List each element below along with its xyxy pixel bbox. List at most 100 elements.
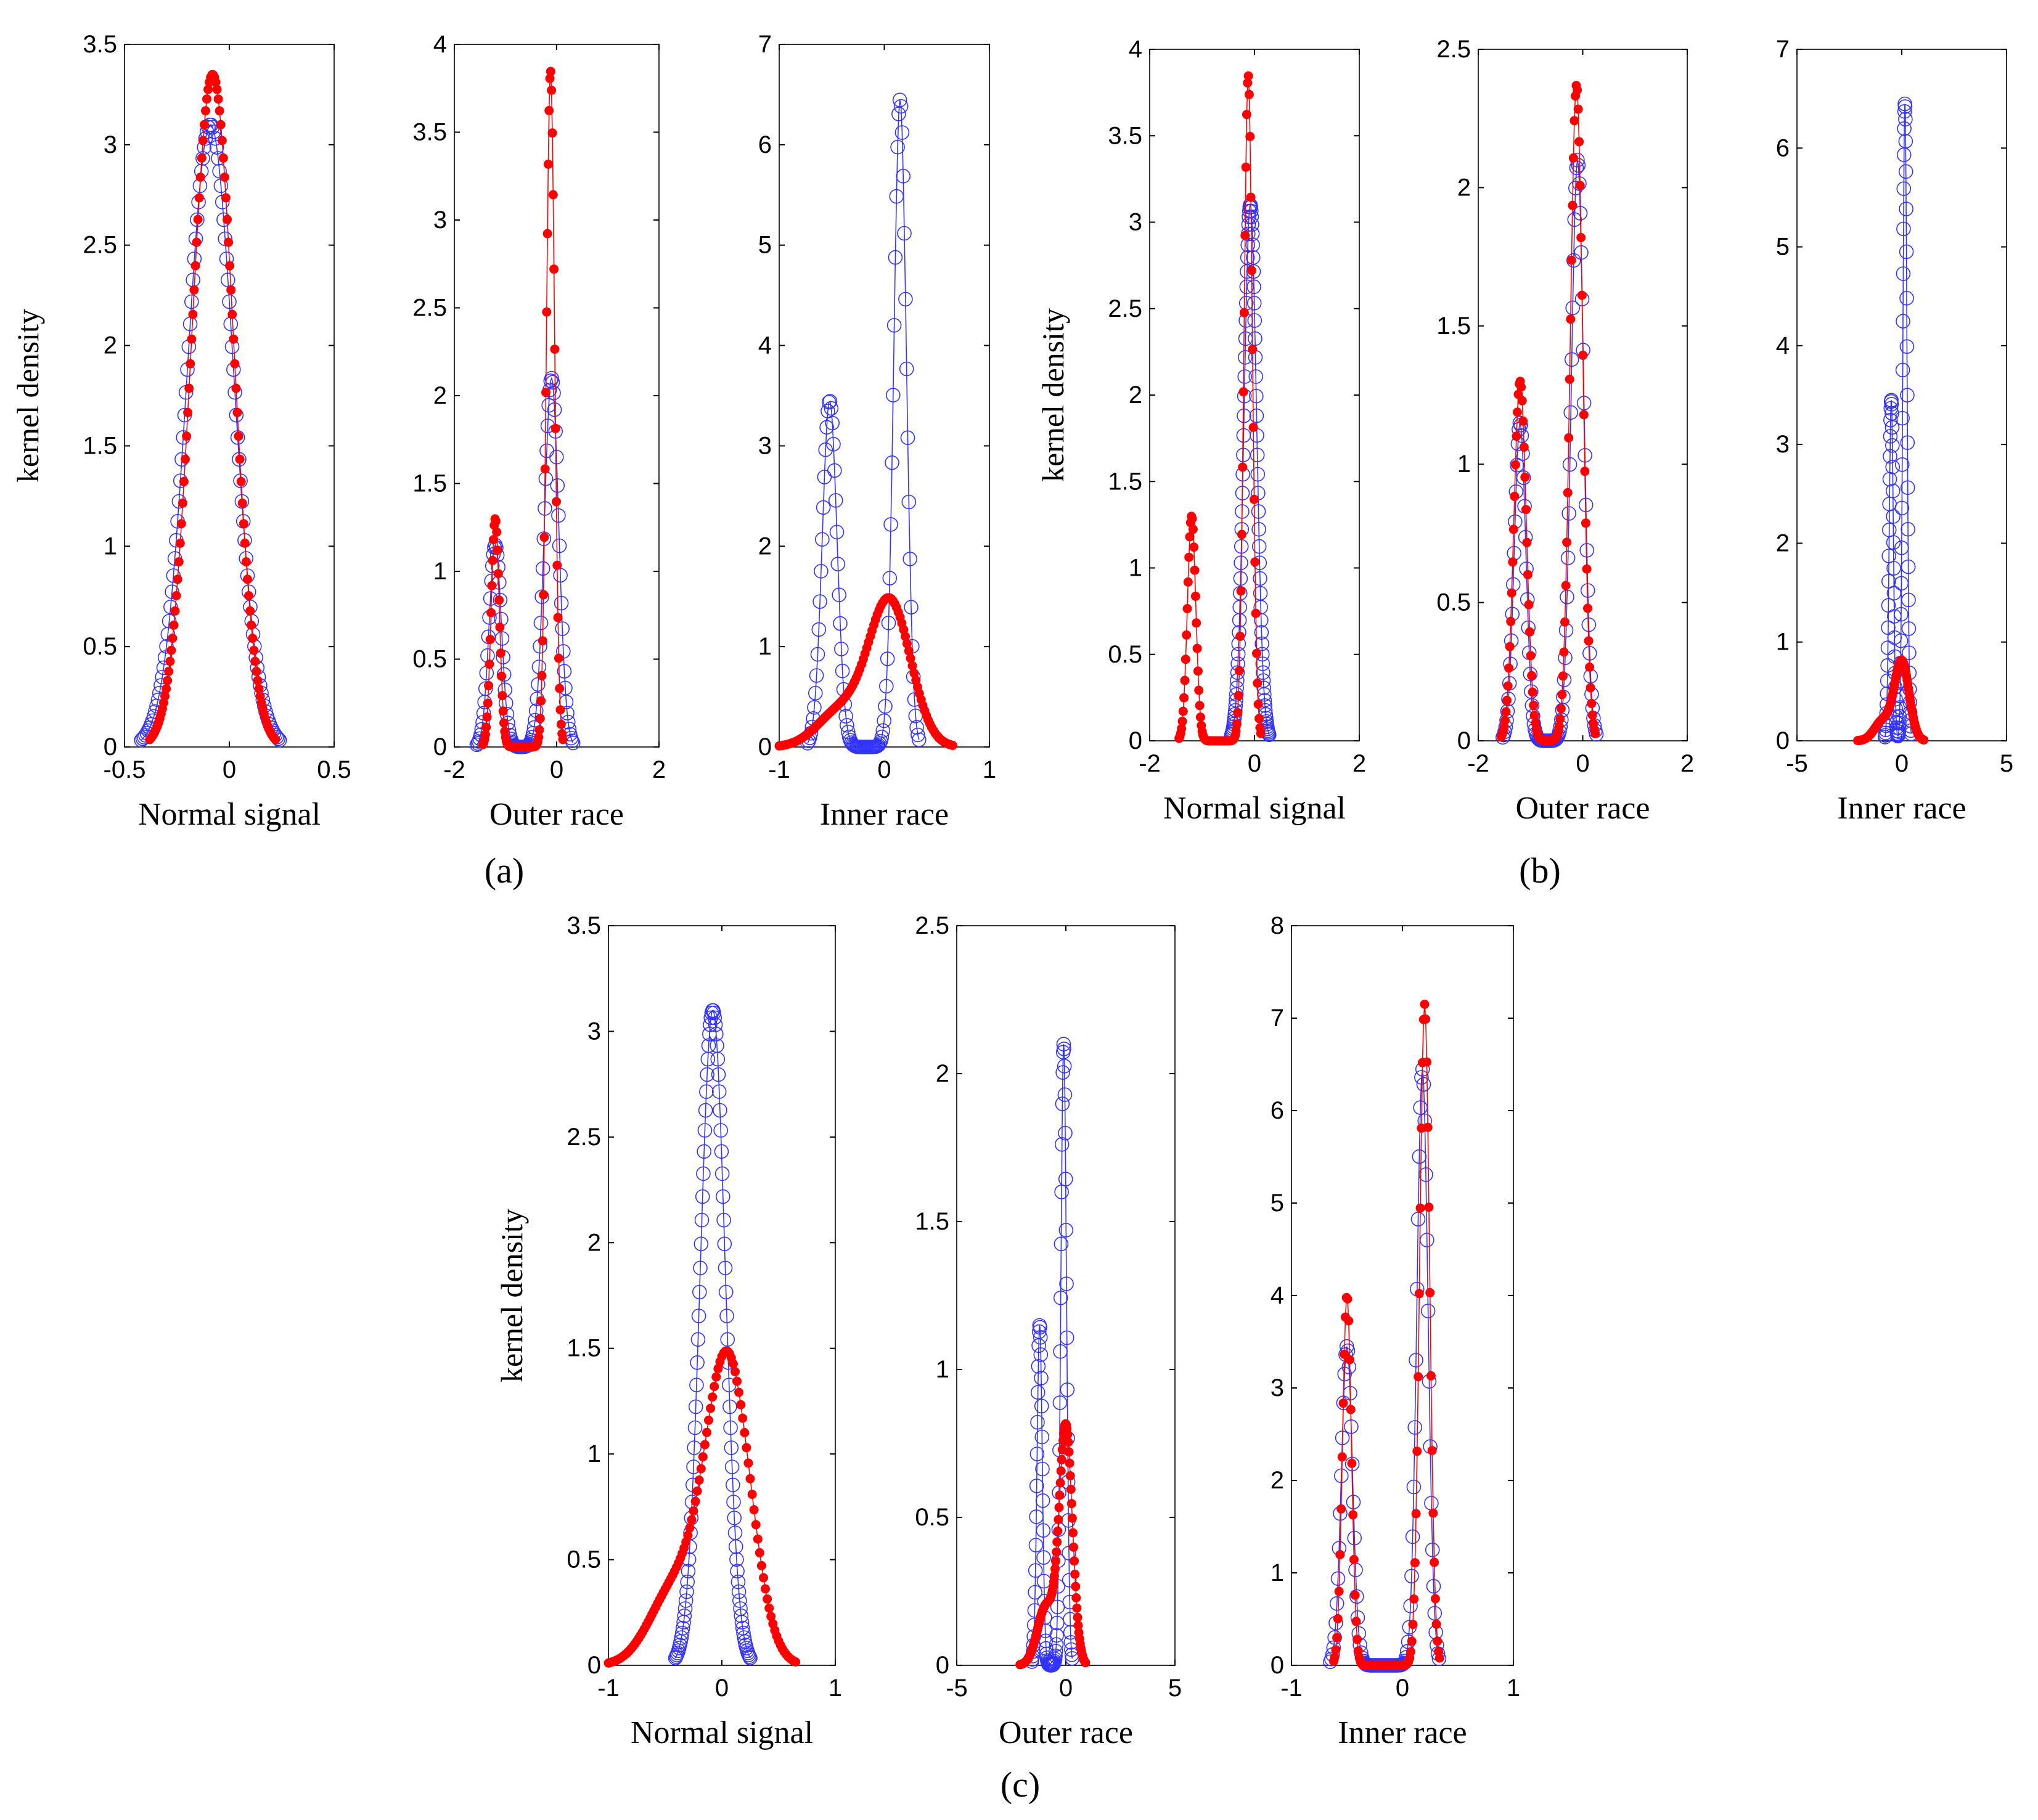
data-point-blue	[1053, 1344, 1068, 1359]
y-tick-label: 3	[104, 131, 117, 158]
x-tick-label: -1	[1280, 1675, 1303, 1702]
data-point-blue	[694, 1212, 710, 1228]
data-point-red	[704, 1415, 713, 1425]
data-point-blue	[698, 1103, 713, 1118]
data-point-red	[1430, 1557, 1439, 1567]
data-point-blue	[1251, 539, 1267, 554]
data-point-red	[1587, 710, 1597, 720]
y-tick-label: 0.5	[1108, 641, 1142, 668]
data-point-blue	[1886, 509, 1901, 524]
data-point-red	[223, 214, 232, 224]
data-point-red	[1071, 1593, 1081, 1602]
data-point-red	[483, 698, 493, 708]
data-point-red	[542, 307, 552, 317]
data-point-blue	[1410, 1212, 1426, 1226]
data-point-blue	[1254, 613, 1269, 628]
data-point-blue	[676, 1620, 690, 1636]
data-point-blue	[716, 1189, 730, 1204]
data-point-red	[1517, 396, 1527, 406]
data-point-blue	[1346, 1495, 1361, 1509]
data-point-red	[499, 718, 509, 728]
data-point-blue	[1501, 692, 1516, 706]
y-tick-label: 5	[758, 232, 772, 259]
data-point-blue	[1416, 1077, 1431, 1092]
data-point-blue	[565, 735, 581, 751]
data-point-red	[1561, 581, 1571, 590]
data-point-blue	[1899, 244, 1914, 259]
data-point-blue	[687, 1440, 702, 1455]
data-point-red	[1184, 552, 1194, 562]
data-point-red	[194, 193, 204, 203]
data-point-blue	[1031, 1324, 1047, 1339]
data-point-blue	[699, 1084, 714, 1099]
data-point-red	[253, 675, 263, 685]
data-point-red	[753, 1534, 763, 1544]
data-point-blue	[1885, 483, 1901, 499]
data-point-red	[1510, 491, 1520, 501]
data-point-red	[485, 635, 495, 644]
data-point-red	[539, 533, 549, 542]
data-point-blue	[1238, 349, 1253, 365]
data-point-red	[761, 1584, 770, 1594]
data-point-red	[1518, 416, 1528, 426]
data-point-red	[1577, 290, 1587, 300]
data-point-red	[555, 684, 565, 693]
data-point-red	[1573, 85, 1582, 95]
data-point-blue	[681, 1564, 696, 1578]
data-point-red	[1516, 382, 1526, 392]
data-point-red	[1512, 431, 1521, 441]
data-point-red	[550, 345, 560, 354]
data-point-red	[1583, 603, 1592, 613]
data-point-red	[1070, 1556, 1079, 1566]
data-point-blue	[1896, 221, 1911, 237]
data-point-red	[1565, 374, 1574, 384]
data-point-red	[1256, 728, 1266, 738]
data-point-red	[176, 519, 186, 529]
data-point-blue	[1033, 1330, 1048, 1345]
y-tick-label: 5	[1776, 234, 1790, 261]
data-point-red	[1056, 1466, 1066, 1476]
data-point-blue	[818, 442, 833, 457]
y-tick-label: 6	[1776, 134, 1790, 161]
data-point-red	[1568, 153, 1578, 163]
data-point-blue	[549, 449, 564, 465]
data-point-blue	[1565, 300, 1580, 316]
data-point-red	[229, 334, 239, 344]
data-point-red	[1253, 679, 1262, 688]
data-point-red	[1238, 462, 1248, 472]
data-point-red	[164, 666, 174, 676]
data-point-red	[1414, 1289, 1424, 1299]
data-point-red	[181, 454, 190, 464]
y-tick-label: 0.5	[412, 646, 447, 673]
data-point-red	[247, 620, 256, 630]
data-point-blue	[1561, 506, 1576, 521]
data-point-blue	[1884, 396, 1899, 412]
data-point-red	[1195, 701, 1205, 711]
data-point-red	[535, 714, 545, 724]
data-point-red	[1566, 255, 1576, 265]
data-point-red	[174, 557, 184, 567]
data-point-red	[1562, 537, 1572, 547]
data-point-blue	[688, 1399, 703, 1414]
data-point-red	[1407, 1636, 1417, 1646]
data-point-blue	[1056, 1037, 1071, 1051]
data-point-red	[764, 1603, 774, 1613]
x-tick-label: 0	[223, 756, 236, 783]
data-point-red	[738, 1413, 748, 1423]
data-point-red	[1235, 631, 1245, 641]
series-blue	[800, 92, 927, 754]
data-point-red	[498, 706, 508, 716]
data-point-red	[690, 1496, 700, 1506]
data-point-red	[1055, 1490, 1065, 1500]
data-point-red	[685, 1523, 695, 1533]
data-point-red	[1343, 1294, 1353, 1304]
y-tick-label: 0	[936, 1652, 949, 1679]
data-point-red	[1560, 617, 1569, 627]
data-point-red	[1240, 231, 1250, 240]
series-red	[145, 70, 280, 745]
y-tick-label: 1.5	[412, 470, 447, 497]
data-point-blue	[1414, 1070, 1429, 1085]
data-point-blue	[1035, 1493, 1050, 1508]
data-point-blue	[1887, 630, 1902, 645]
